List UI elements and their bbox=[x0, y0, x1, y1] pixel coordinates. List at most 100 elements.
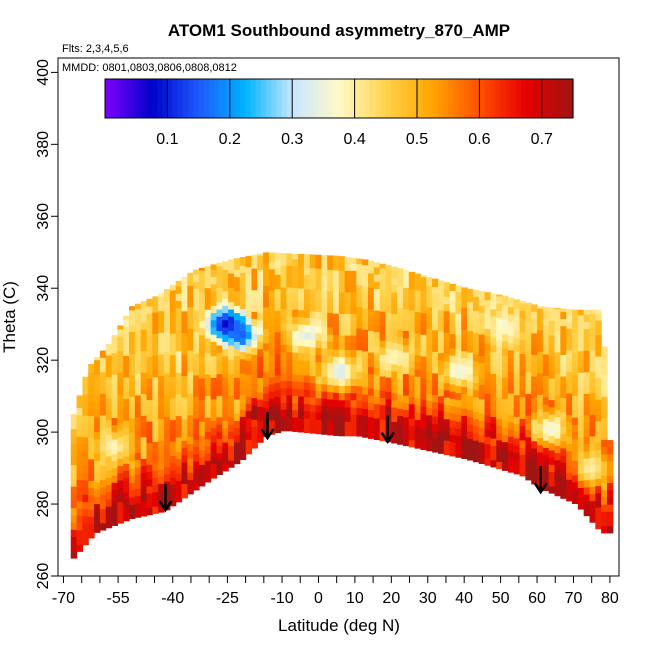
heatmap-cell bbox=[222, 427, 229, 436]
heatmap-cell bbox=[484, 314, 492, 322]
heatmap-cell bbox=[292, 366, 299, 375]
colorbar-swatch bbox=[240, 79, 246, 118]
heatmap-cell bbox=[577, 501, 585, 510]
heatmap-cell bbox=[490, 322, 497, 331]
heatmap-cell bbox=[82, 422, 89, 431]
heatmap-cell bbox=[362, 343, 369, 352]
heatmap-cell bbox=[542, 461, 550, 470]
heatmap-cell bbox=[472, 332, 480, 340]
heatmap-cell bbox=[525, 422, 532, 431]
heatmap-cell bbox=[507, 392, 515, 401]
heatmap-cell bbox=[368, 280, 375, 288]
heatmap-cell bbox=[525, 465, 532, 474]
heatmap-cell bbox=[94, 525, 101, 533]
heatmap-cell bbox=[233, 456, 241, 465]
colorbar-swatch bbox=[448, 79, 454, 118]
heatmap-cell bbox=[589, 371, 596, 379]
heatmap-cell bbox=[198, 442, 206, 451]
heatmap-cell bbox=[583, 309, 591, 315]
heatmap-cell bbox=[338, 263, 346, 271]
heatmap-cell bbox=[397, 429, 404, 438]
heatmap-cell bbox=[373, 266, 381, 275]
heatmap-cell bbox=[263, 321, 270, 330]
heatmap-cell bbox=[496, 439, 503, 448]
heatmap-cell bbox=[385, 283, 392, 292]
heatmap-cell bbox=[263, 270, 270, 279]
heatmap-cell bbox=[164, 344, 171, 353]
heatmap-cell bbox=[309, 389, 317, 398]
heatmap-cell bbox=[542, 425, 550, 434]
heatmap-cell bbox=[129, 439, 136, 448]
heatmap-cell bbox=[76, 522, 84, 531]
heatmap-cell bbox=[309, 289, 317, 297]
heatmap-cell bbox=[572, 445, 579, 454]
heatmap-cell bbox=[507, 464, 515, 473]
colorbar-swatch bbox=[245, 79, 252, 118]
heatmap-cell bbox=[467, 301, 474, 310]
heatmap-cell bbox=[362, 393, 369, 402]
heatmap-cell bbox=[233, 341, 241, 350]
heatmap-cell bbox=[338, 392, 346, 401]
heatmap-cell bbox=[257, 283, 264, 292]
heatmap-cell bbox=[426, 306, 433, 315]
heatmap-cell bbox=[70, 500, 78, 509]
heatmap-cell bbox=[268, 405, 276, 414]
heatmap-cell bbox=[443, 404, 451, 412]
heatmap-cell bbox=[175, 372, 183, 381]
heatmap-cell bbox=[583, 400, 591, 409]
heatmap-cell bbox=[117, 357, 124, 366]
heatmap-cell bbox=[542, 346, 550, 355]
heatmap-cell bbox=[123, 376, 130, 385]
heatmap-cell bbox=[368, 272, 375, 281]
heatmap-cell bbox=[408, 331, 416, 340]
heatmap-cell bbox=[239, 445, 247, 453]
heatmap-cell bbox=[210, 391, 218, 400]
heatmap-cell bbox=[222, 377, 229, 386]
heatmap-cell bbox=[187, 272, 194, 279]
heatmap-cell bbox=[379, 411, 387, 420]
heatmap-cell bbox=[467, 402, 474, 411]
heatmap-cell bbox=[443, 296, 451, 305]
heatmap-cell bbox=[356, 263, 363, 272]
heatmap-cell bbox=[315, 361, 322, 370]
heatmap-cell bbox=[566, 313, 573, 322]
heatmap-cell bbox=[362, 386, 369, 395]
heatmap-cell bbox=[461, 436, 468, 445]
heatmap-cell bbox=[531, 368, 538, 377]
heatmap-cell bbox=[379, 318, 387, 327]
heatmap-cell bbox=[140, 371, 148, 380]
heatmap-cell bbox=[298, 367, 305, 375]
heatmap-cell bbox=[82, 537, 89, 546]
heatmap-cell bbox=[88, 429, 95, 438]
heatmap-cell bbox=[432, 358, 439, 367]
heatmap-cell bbox=[432, 315, 439, 324]
heatmap-cell bbox=[408, 374, 416, 383]
heatmap-cell bbox=[408, 418, 416, 426]
heatmap-cell bbox=[181, 476, 188, 485]
heatmap-cell bbox=[560, 419, 567, 427]
heatmap-cell bbox=[76, 395, 84, 401]
heatmap-cell bbox=[566, 450, 573, 459]
heatmap-cell bbox=[268, 297, 276, 306]
heatmap-cell bbox=[245, 424, 253, 433]
heatmap-cell bbox=[123, 427, 130, 436]
heatmap-cell bbox=[373, 273, 381, 282]
heatmap-cell bbox=[368, 359, 375, 367]
heatmap-cell bbox=[105, 513, 113, 522]
heatmap-cell bbox=[228, 438, 235, 447]
heatmap-cell bbox=[589, 385, 596, 394]
heatmap-cell bbox=[601, 403, 608, 412]
heatmap-cell bbox=[327, 377, 334, 386]
heatmap-cell bbox=[606, 460, 614, 469]
heatmap-cell bbox=[164, 473, 171, 482]
heatmap-cell bbox=[589, 493, 596, 502]
heatmap-cell bbox=[257, 399, 264, 407]
heatmap-cell bbox=[286, 344, 293, 353]
heatmap-cell bbox=[333, 277, 340, 285]
heatmap-cell bbox=[385, 348, 392, 357]
heatmap-cell bbox=[303, 418, 311, 426]
heatmap-cell bbox=[268, 333, 276, 342]
heatmap-cell bbox=[152, 347, 159, 356]
heatmap-cell bbox=[408, 338, 416, 347]
heatmap-cell bbox=[362, 365, 369, 373]
